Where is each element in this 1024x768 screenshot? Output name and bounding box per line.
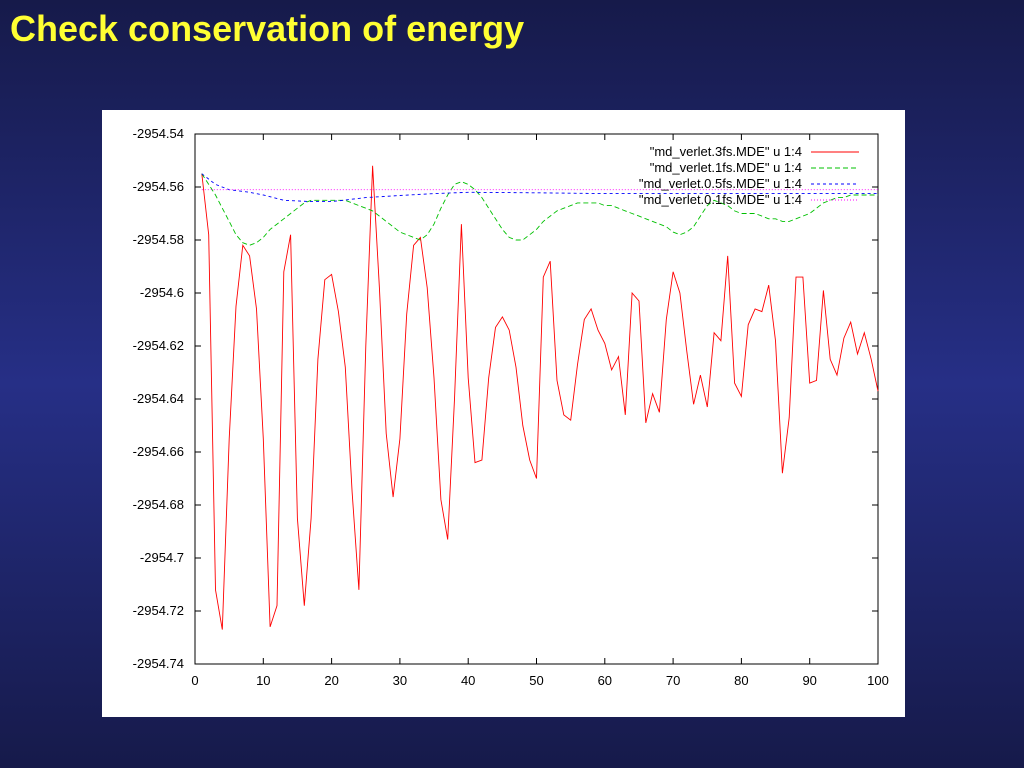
y-tick-label: -2954.7 bbox=[140, 550, 184, 565]
legend-label: "md_verlet.0.1fs.MDE" u 1:4 bbox=[639, 192, 802, 207]
y-tick-label: -2954.58 bbox=[133, 232, 184, 247]
x-tick-label: 20 bbox=[324, 673, 338, 688]
y-tick-label: -2954.68 bbox=[133, 497, 184, 512]
x-tick-label: 50 bbox=[529, 673, 543, 688]
series-line-0 bbox=[201, 165, 879, 630]
x-tick-label: 100 bbox=[867, 673, 889, 688]
x-tick-label: 90 bbox=[802, 673, 816, 688]
slide-title: Check conservation of energy bbox=[10, 8, 525, 49]
legend-label: "md_verlet.3fs.MDE" u 1:4 bbox=[650, 144, 802, 159]
energy-chart: 0 10 20 30 40 50 60 70 80 90 100 -2954.54 -2954.56 -2… bbox=[133, 126, 889, 688]
x-tick-label: 80 bbox=[734, 673, 748, 688]
plot-frame bbox=[194, 133, 879, 665]
x-tick-label: 30 bbox=[393, 673, 407, 688]
series-line-2 bbox=[201, 173, 878, 203]
x-tick-label: 70 bbox=[666, 673, 680, 688]
x-tick-label: 0 bbox=[191, 673, 198, 688]
x-tick-label: 10 bbox=[256, 673, 270, 688]
axis-ticks: 0 10 20 30 40 50 60 70 80 90 100 -2954.54 -2954.56 -2… bbox=[133, 126, 889, 688]
legend-label: "md_verlet.0.5fs.MDE" u 1:4 bbox=[639, 176, 802, 191]
y-tick-label: -2954.64 bbox=[133, 391, 184, 406]
series-line-1 bbox=[201, 173, 878, 246]
y-tick-label: -2954.66 bbox=[133, 444, 184, 459]
y-tick-label: -2954.74 bbox=[133, 656, 184, 671]
x-tick-label: 60 bbox=[598, 673, 612, 688]
plot-panel: 0 10 20 30 40 50 60 70 80 90 100 -2954.54 -2954.56 -2… bbox=[102, 110, 905, 717]
y-tick-label: -2954.72 bbox=[133, 603, 184, 618]
x-tick-label: 40 bbox=[461, 673, 475, 688]
y-tick-label: -2954.62 bbox=[133, 338, 184, 353]
y-tick-label: -2954.54 bbox=[133, 126, 184, 141]
legend-label: "md_verlet.1fs.MDE" u 1:4 bbox=[650, 160, 802, 175]
legend: "md_verlet.3fs.MDE" u 1:4"md_verlet.1fs.… bbox=[639, 144, 859, 207]
y-tick-label: -2954.56 bbox=[133, 179, 184, 194]
y-tick-label: -2954.6 bbox=[140, 285, 184, 300]
series-lines bbox=[201, 165, 879, 630]
